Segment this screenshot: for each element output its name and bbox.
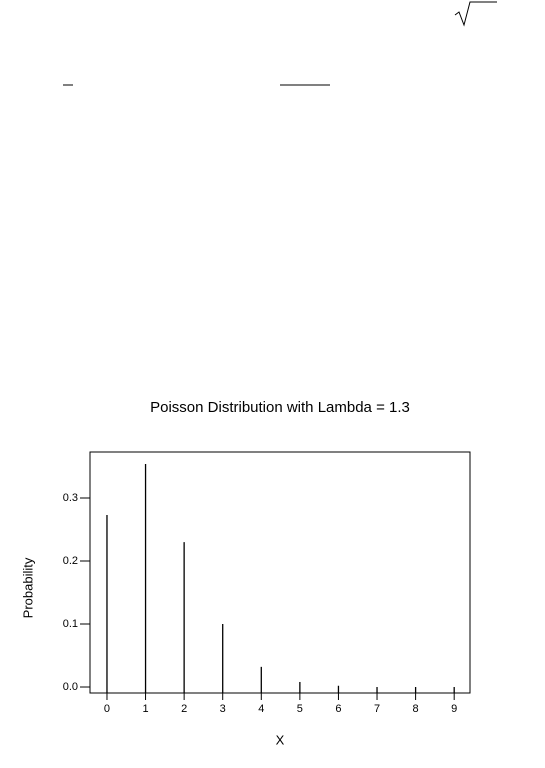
y-tick-label: 0.1 xyxy=(63,618,78,630)
x-tick-label: 6 xyxy=(335,703,341,715)
sqrt-sign xyxy=(454,1,497,27)
y-tick-label: 0.0 xyxy=(63,681,78,693)
x-tick-label: 7 xyxy=(374,703,380,715)
x-axis-label: X xyxy=(276,732,285,747)
x-tick-label: 2 xyxy=(181,703,187,715)
x-tick-label: 3 xyxy=(220,703,226,715)
x-tick-label: 9 xyxy=(451,703,457,715)
x-tick-label: 8 xyxy=(413,703,419,715)
x-tick-label: 1 xyxy=(142,703,148,715)
y-axis-label: Probability xyxy=(20,557,35,618)
plot-frame xyxy=(89,451,471,694)
x-tick-label: 5 xyxy=(297,703,303,715)
x-tick-label: 0 xyxy=(104,703,110,715)
y-tick-label: 0.3 xyxy=(63,492,78,504)
chart-title: Poisson Distribution with Lambda = 1.3 xyxy=(150,399,410,416)
y-tick-label: 0.2 xyxy=(63,555,78,567)
x-tick-label: 4 xyxy=(258,703,264,715)
